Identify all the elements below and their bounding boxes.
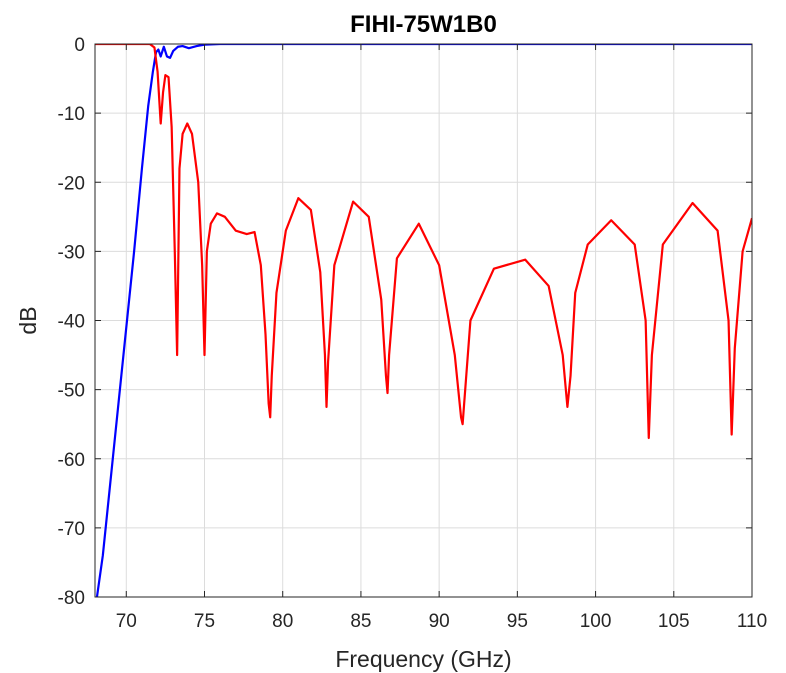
y-tick-label: 0 bbox=[74, 35, 85, 56]
x-tick-label: 95 bbox=[507, 611, 528, 632]
y-tick-label: -10 bbox=[58, 104, 85, 125]
x-tick-label: 75 bbox=[194, 611, 215, 632]
x-tick-label: 90 bbox=[429, 611, 450, 632]
series-line-1 bbox=[95, 44, 752, 440]
x-tick-label: 80 bbox=[272, 611, 293, 632]
x-tick-label: 85 bbox=[350, 611, 371, 632]
y-tick-label: -40 bbox=[58, 312, 85, 333]
x-tick-label: 70 bbox=[116, 611, 137, 632]
y-tick-label: -70 bbox=[58, 519, 85, 540]
y-tick-label: -80 bbox=[58, 588, 85, 609]
y-tick-label: -20 bbox=[58, 173, 85, 194]
y-tick-label: -60 bbox=[58, 450, 85, 471]
chart-title: FIHI-75W1B0 bbox=[350, 11, 497, 38]
y-tick-label: -50 bbox=[58, 381, 85, 402]
tick-layer: 70 75 80 85 90 95 100 105 110 0 -10 -20 -30 -40 -50 -60… bbox=[58, 35, 768, 632]
x-tick-label: 110 bbox=[737, 611, 767, 632]
y-tick-label: -30 bbox=[58, 242, 85, 263]
y-axis-label: dB bbox=[15, 306, 41, 334]
x-axis-label: Frequency (GHz) bbox=[335, 646, 511, 672]
x-tick-label: 100 bbox=[580, 611, 612, 632]
x-tick-label: 105 bbox=[658, 611, 690, 632]
